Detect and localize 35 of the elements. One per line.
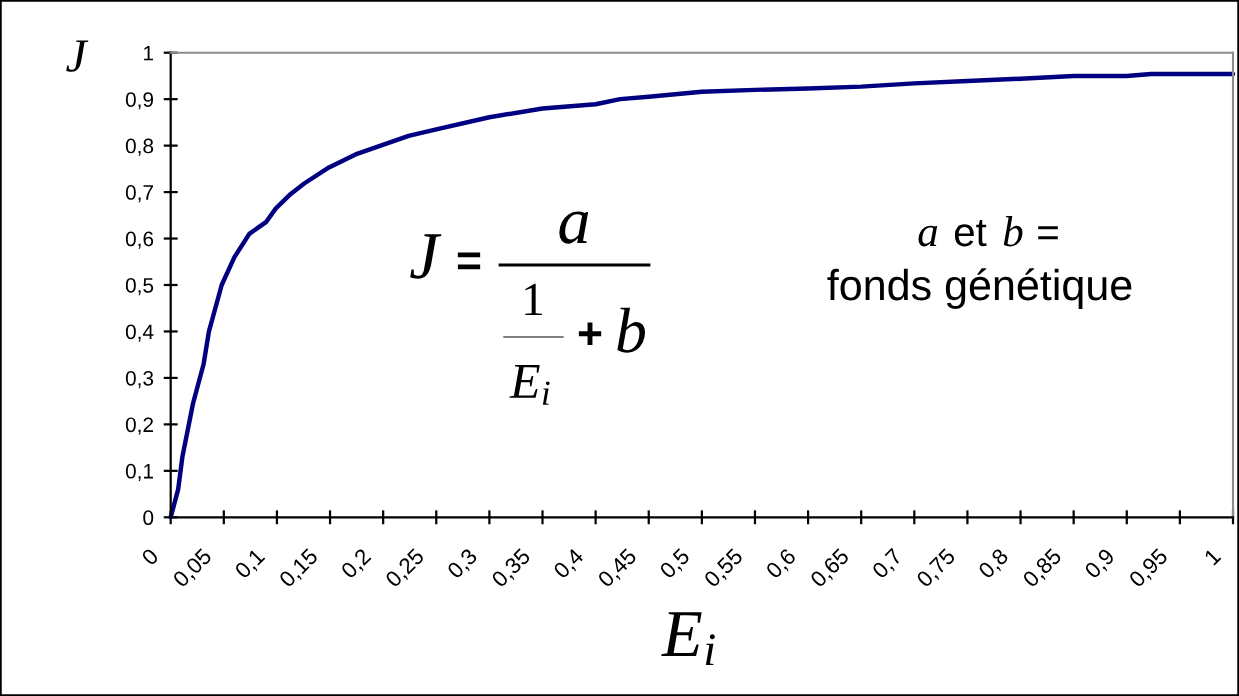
annotation: 1: [525, 283, 542, 315]
annotation: fonds génétique: [827, 268, 1132, 309]
annotation: E$_{i}$: [509, 365, 550, 405]
y-tick-label: 0,1: [125, 463, 154, 482]
x-tick-label: 0,7: [871, 547, 905, 582]
x-tick-label: 0,6: [764, 547, 799, 582]
y-tick-label: 0,3: [125, 370, 154, 389]
x-tick-label: 0,3: [446, 547, 480, 582]
y-tick-label: 0,7: [125, 185, 153, 203]
x-tick-label: 0,9: [1083, 547, 1118, 582]
annotation: a: [559, 211, 589, 244]
annotation: b: [617, 307, 646, 353]
annotation: b: [1003, 216, 1023, 247]
y-axis-title: J: [66, 40, 89, 72]
y-tick-label: 0,5: [125, 278, 154, 296]
annotation: et: [954, 219, 987, 247]
x-tick-label: 0,1: [233, 547, 268, 582]
x-tick-label: 0,4: [552, 547, 587, 582]
x-axis-title: E$_{i}$: [661, 612, 715, 666]
y-tick-label: 0: [143, 510, 154, 526]
y-tick-label: 1: [144, 45, 154, 61]
y-tick-label: 0,2: [125, 417, 153, 435]
x-tick-label: 0,5: [658, 547, 693, 582]
y-tick-label: 0,9: [125, 92, 154, 110]
y-tick-label: 0,6: [125, 231, 154, 249]
y-tick-label: 0,4: [125, 324, 154, 342]
annotation: =: [1038, 226, 1058, 240]
x-tick-label: 0,8: [977, 547, 1011, 582]
annotation: =: [457, 252, 481, 270]
y-tick-label: 0,8: [125, 138, 154, 156]
annotation: a: [918, 225, 938, 247]
x-tick-label: 0,2: [340, 547, 374, 582]
x-tick-label: 1: [1203, 547, 1222, 566]
annotation: +: [578, 322, 602, 345]
annotation: J: [410, 234, 442, 279]
